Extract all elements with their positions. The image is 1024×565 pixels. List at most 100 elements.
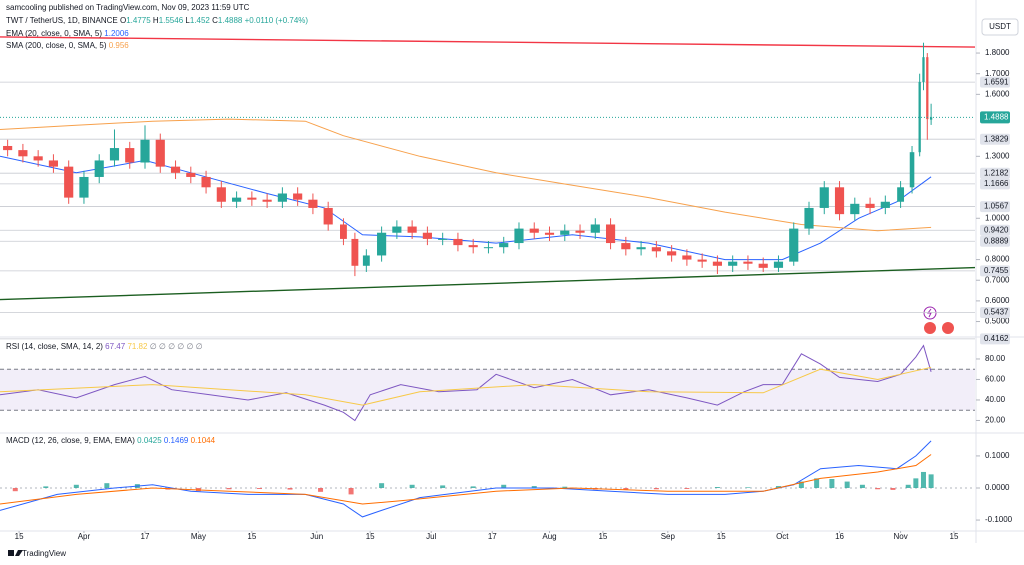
candle-body — [834, 187, 845, 215]
y-tick-label: 0.8000 — [985, 255, 1010, 264]
x-tick-label: Jul — [426, 532, 436, 541]
symbol: TWT / TetherUS, 1D, BINANCE — [6, 16, 118, 25]
candle-body — [667, 251, 677, 256]
candle-body — [247, 197, 257, 200]
ohlc-value: 1.452 — [190, 16, 211, 25]
level-label-bg — [980, 265, 1010, 277]
overlay-value: 0.956 — [109, 41, 130, 50]
histogram-bar — [920, 471, 926, 488]
candle-body — [789, 228, 799, 262]
histogram-bar — [928, 474, 934, 488]
indicator-value: 67.47 — [105, 342, 126, 351]
candle-body — [377, 232, 387, 256]
x-tick-label: Apr — [78, 532, 91, 541]
candle-body — [186, 172, 196, 177]
histogram-bar — [43, 486, 49, 488]
candle-body — [850, 203, 860, 215]
histogram-bar — [905, 484, 911, 488]
candle-body — [170, 166, 181, 173]
candle-body — [323, 207, 333, 225]
currency-button[interactable] — [981, 18, 1019, 36]
y-tick-label: 0.7000 — [985, 275, 1010, 284]
flag-icon[interactable] — [924, 322, 936, 334]
indicator-value: 0.0425 — [137, 436, 162, 445]
candle-body — [351, 238, 359, 266]
candle-body — [483, 247, 494, 249]
last-price-label-bg — [980, 111, 1010, 124]
level-label-bg — [980, 235, 1010, 247]
x-tick-label: Jun — [310, 532, 323, 541]
candle-body — [929, 117, 933, 120]
candle-body — [897, 187, 905, 202]
histogram-bar — [531, 486, 537, 488]
candle-body — [468, 245, 478, 248]
candle-body — [48, 160, 59, 167]
tv-logo — [8, 550, 23, 556]
overlay-name: EMA (20, close, 0, SMA, 5) — [6, 29, 102, 38]
candle-body — [621, 243, 631, 250]
x-tick-label: Nov — [893, 532, 907, 541]
candle-body — [514, 228, 524, 244]
flag-icon[interactable] — [942, 322, 954, 334]
x-tick-label: 15 — [366, 532, 375, 541]
currency-label: USDT — [989, 22, 1011, 31]
candle-body — [909, 152, 915, 188]
byline: samcooling published on TradingView.com,… — [6, 3, 250, 12]
candle-body — [232, 197, 242, 202]
level-label: 0.7455 — [984, 266, 1009, 275]
histogram-bar — [814, 478, 820, 488]
histogram-bar — [875, 487, 881, 490]
x-tick-label: 15 — [598, 532, 607, 541]
level-label: 0.9420 — [984, 225, 1009, 234]
rsi-legend: RSI (14, close, SMA, 14, 2) 67.47 71.82 … — [6, 342, 203, 351]
y-tick-label: 60.00 — [985, 375, 1006, 384]
candle-body — [743, 261, 753, 264]
histogram-bar — [379, 483, 385, 488]
y-tick-label: -0.1000 — [985, 515, 1013, 524]
ohlc-key: C — [212, 16, 218, 25]
candle-body — [499, 243, 509, 248]
level-label-bg — [980, 307, 1010, 319]
candle-body — [3, 145, 13, 151]
histogram-bar — [653, 487, 659, 490]
candle-body — [140, 139, 150, 163]
candle-body — [922, 57, 925, 82]
histogram-bar — [73, 484, 79, 488]
moving-average — [0, 118, 932, 232]
y-tick-label: 20.00 — [985, 416, 1006, 425]
level-label: 1.6591 — [984, 77, 1009, 86]
candle-body — [407, 226, 417, 233]
candle-body — [560, 230, 570, 235]
candle-body — [590, 224, 600, 233]
level-label-bg — [980, 167, 1010, 179]
last-price-label: 1.4888 — [984, 112, 1009, 121]
x-tick-label: 15 — [717, 532, 726, 541]
indicator-value: 0.1044 — [191, 436, 216, 445]
level-label: 0.8889 — [984, 236, 1009, 245]
candle-body — [697, 259, 707, 262]
ohlc-value: 1.4888 — [218, 16, 243, 25]
candle-body — [308, 199, 318, 208]
candle-body — [773, 261, 784, 268]
y-tick-label: 0.6000 — [985, 296, 1010, 305]
histogram-bar — [348, 487, 354, 495]
x-tick-label: 16 — [835, 532, 844, 541]
level-label-bg — [980, 133, 1010, 145]
candle-body — [804, 207, 814, 229]
candle-body — [758, 263, 768, 268]
histogram-bar — [859, 484, 865, 488]
candle-body — [918, 81, 921, 153]
candle-body — [109, 148, 120, 161]
candle-body — [865, 203, 875, 208]
histogram-bar — [798, 481, 804, 488]
level-label: 1.2182 — [984, 168, 1009, 177]
indicator-value: 71.82 — [127, 342, 148, 351]
histogram-bar — [745, 487, 751, 488]
x-tick-label: Aug — [542, 532, 556, 541]
ohlc-key: H — [153, 16, 159, 25]
candle-body — [651, 247, 661, 252]
indicator-name: MACD (12, 26, close, 9, EMA, EMA) — [6, 436, 135, 445]
candle-body — [155, 139, 165, 167]
histogram-bar — [12, 487, 18, 492]
